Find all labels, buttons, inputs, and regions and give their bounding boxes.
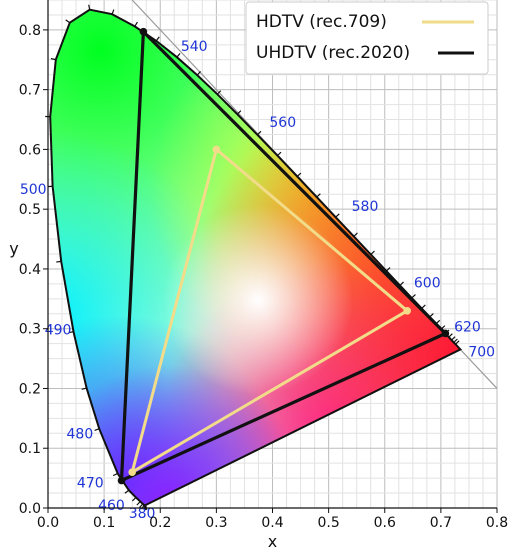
uhdtv-gamut-triangle [119, 30, 447, 483]
axes: 0.0 0.1 0.2 0.3 0.4 0.5 0.6 0.7 0.8 0.0 0.1 0.2 0.3 0… [9, 0, 508, 550]
locus-tick [448, 333, 453, 338]
wavelength-label: 470 [77, 475, 104, 491]
locus-tick [56, 260, 62, 263]
locus-tick [88, 4, 91, 10]
locus-tick [296, 172, 302, 177]
locus-tick [124, 489, 130, 494]
locus-tick [316, 193, 321, 198]
locus-tick [65, 19, 71, 24]
locus-tick [453, 338, 458, 343]
locus-tick [136, 501, 141, 506]
y-tick-label: 0.8 [19, 23, 41, 39]
y-tick-label: 0.4 [19, 262, 41, 278]
hdtv-primary-point [128, 468, 136, 476]
x-tick-label: 0.3 [205, 515, 227, 531]
uhdtv-primary-point [441, 329, 450, 338]
locus-tick [236, 110, 242, 115]
wavelength-label: 600 [414, 275, 441, 291]
locus-tick [155, 36, 160, 42]
locus-tick [131, 497, 137, 502]
locus-tick [111, 9, 115, 15]
locus-tick [216, 90, 222, 95]
y-axis-label: y [9, 239, 18, 258]
x-tick-label: 0.7 [430, 515, 452, 531]
x-axis-label: x [268, 532, 277, 550]
y-tick-label: 0.0 [19, 501, 41, 517]
locus-tick [451, 336, 456, 341]
locus-tick [68, 331, 74, 334]
wavelength-label: 490 [45, 323, 72, 339]
legend-label-uhdtv: UHDTV (rec.2020) [256, 43, 410, 63]
y-tick-label: 0.7 [19, 83, 41, 99]
locus-tick [421, 304, 426, 309]
x-tick-label: 0.2 [149, 515, 171, 531]
locus-tick [399, 281, 404, 286]
wavelength-label: 460 [98, 498, 125, 514]
wavelength-label: 540 [181, 39, 208, 55]
locus-tick [385, 267, 391, 272]
hdtv-primary-point [403, 306, 412, 315]
x-tick-label: 0.8 [486, 515, 508, 531]
locus-tick [196, 71, 202, 76]
x-tick-label: 0.5 [317, 515, 339, 531]
wavelength-label: 500 [20, 182, 47, 198]
legend-box [245, 1, 489, 75]
hdtv-gamut-triangle [130, 147, 409, 474]
locus-tick [411, 294, 416, 299]
locus-tick [94, 428, 100, 431]
wavelength-label: 480 [67, 427, 94, 443]
uhdtv-primary-point [117, 476, 126, 485]
wavelength-label: 620 [454, 320, 481, 336]
uhdtv-primary-point [139, 27, 148, 36]
wavelength-label: 580 [352, 199, 379, 215]
x-tick-label: 0.0 [37, 515, 59, 531]
y-tick-label: 0.2 [19, 381, 41, 397]
locus-tick [176, 52, 181, 58]
x-tick-label: 0.6 [374, 515, 396, 531]
locus-tick [276, 151, 282, 157]
locus-tick [256, 130, 262, 136]
hdtv-primary-point [212, 145, 221, 154]
legend: HDTV (rec.709) UHDTV (rec.2020) [245, 1, 489, 75]
legend-label-hdtv: HDTV (rec.709) [256, 12, 387, 32]
locus-tick [81, 387, 87, 390]
locus-tick [370, 250, 375, 255]
locus-tick [335, 213, 340, 218]
locus-tick [139, 503, 144, 509]
wavelength-label: 560 [269, 115, 296, 131]
x-tick-label: 0.1 [93, 515, 115, 531]
locus-tick [353, 232, 358, 237]
locus-tick [50, 58, 56, 61]
wavelength-label: 700 [468, 344, 495, 360]
locus-tick [134, 21, 138, 27]
x-tick-label: 0.4 [261, 515, 283, 531]
y-tick-label: 0.5 [19, 202, 41, 218]
wavelength-label: 380 [129, 506, 156, 522]
locus-tick [455, 340, 460, 345]
y-tick-label: 0.1 [19, 441, 41, 457]
y-tick-label: 0.3 [19, 322, 41, 338]
locus-tick [112, 472, 118, 477]
y-tick-label: 0.6 [19, 142, 41, 158]
